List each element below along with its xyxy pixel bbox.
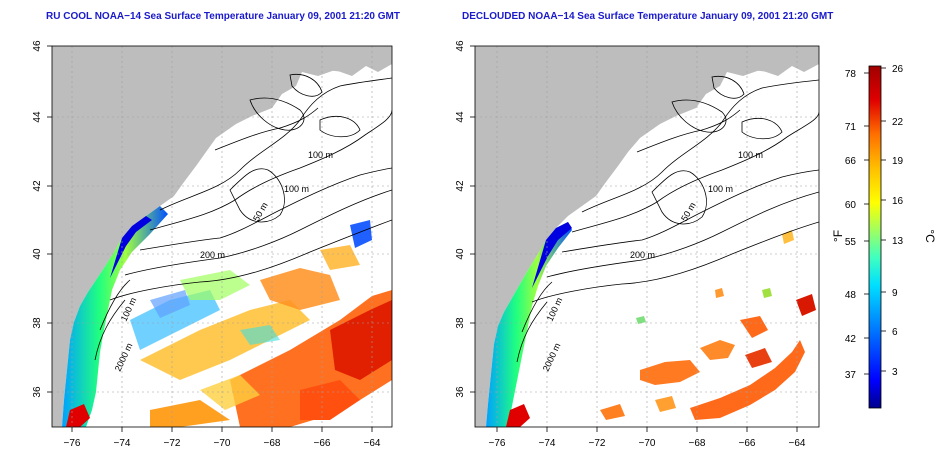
x-tick-label: −68 [689, 438, 706, 449]
contour-label: 200 m [200, 250, 225, 260]
y-tick-label: 42 [32, 180, 43, 192]
grid-lines [475, 46, 819, 427]
x-tick-label: −70 [214, 438, 231, 449]
fahrenheit-tick: 48 [845, 290, 857, 301]
coastal-sst [62, 206, 168, 427]
y-tick-label: 40 [32, 248, 43, 260]
celsius-unit-label: °C [923, 229, 937, 243]
fahrenheit-tick: 71 [845, 122, 857, 133]
contour-label: 200 m [630, 250, 655, 260]
island [742, 58, 780, 72]
y-tick-label: 44 [32, 111, 43, 123]
x-tick-label: −66 [314, 438, 331, 449]
grid-lines [52, 46, 392, 427]
x-tick-label: −64 [789, 438, 806, 449]
cloudy-sst-patches [130, 220, 392, 427]
fahrenheit-labels: 78 71 66 60 55 48 42 37 [845, 69, 857, 381]
x-tick-label: −72 [589, 438, 606, 449]
colorbar-ticks [864, 67, 886, 375]
fahrenheit-tick: 66 [845, 156, 857, 167]
coastal-sst-south [506, 404, 530, 427]
fahrenheit-tick: 42 [845, 334, 857, 345]
fahrenheit-unit-label: °F [831, 230, 845, 242]
contour-label: 100 m [738, 150, 763, 160]
y-tick-label: 40 [455, 248, 466, 260]
x-tick-label: −70 [639, 438, 656, 449]
x-tick-label: −68 [264, 438, 281, 449]
colorbar-scale [868, 65, 882, 409]
celsius-labels: 26 22 19 16 13 9 6 3 [892, 64, 904, 378]
contour-label: 100 m [708, 184, 733, 194]
y-axis-labels: 46 44 42 40 38 36 [32, 40, 43, 398]
y-tick-label: 44 [455, 111, 466, 123]
y-tick-label: 38 [32, 317, 43, 329]
fahrenheit-tick: 37 [845, 370, 857, 381]
x-tick-label: −74 [539, 438, 556, 449]
panel-right: 100 m 100 m 50 m 200 m 100 m 2000 m −76 … [455, 40, 820, 449]
x-tick-label: −74 [114, 438, 131, 449]
panel-left-title: RU COOL NOAA−14 Sea Surface Temperature … [46, 11, 400, 22]
y-tick-label: 36 [32, 386, 43, 398]
coastal-sst-edge [532, 222, 572, 288]
y-tick-label: 36 [455, 386, 466, 398]
celsius-tick: 22 [892, 117, 904, 128]
bathymetry-contours [516, 75, 819, 363]
x-tick-label: −76 [64, 438, 81, 449]
contour-label: 100 m [308, 150, 333, 160]
y-tick-label: 42 [455, 180, 466, 192]
coastal-sst [486, 222, 572, 427]
island [318, 58, 355, 72]
x-tick-label: −66 [739, 438, 756, 449]
celsius-tick: 13 [892, 236, 904, 247]
axis-ticks [470, 45, 798, 432]
x-axis-labels: −76 −74 −72 −70 −68 −66 −64 [64, 438, 381, 449]
y-tick-label: 46 [32, 40, 43, 52]
celsius-tick: 26 [892, 64, 904, 75]
axis-ticks [47, 45, 373, 432]
land-mass [475, 46, 819, 427]
fahrenheit-tick: 55 [845, 237, 857, 248]
celsius-tick: 6 [892, 327, 898, 338]
panel-right-title: DECLOUDED NOAA−14 Sea Surface Temperatur… [462, 11, 834, 22]
x-tick-label: −64 [364, 438, 381, 449]
colorbar: 78 71 66 60 55 48 42 37 26 22 19 16 13 9… [831, 64, 937, 409]
x-tick-label: −72 [164, 438, 181, 449]
x-tick-label: −76 [489, 438, 506, 449]
fahrenheit-tick: 60 [845, 200, 857, 211]
y-axis-labels: 46 44 42 40 38 36 [455, 40, 466, 398]
celsius-tick: 3 [892, 367, 898, 378]
panel-left: 100 m 100 m 50 m 200 m 100 m 2000 m −76 … [32, 40, 393, 449]
bathymetry-contours [94, 73, 392, 361]
celsius-tick: 16 [892, 196, 904, 207]
x-axis-labels: −76 −74 −72 −70 −68 −66 −64 [489, 438, 806, 449]
fahrenheit-tick: 78 [845, 69, 857, 80]
land-mass [52, 46, 392, 427]
contour-label: 100 m [284, 184, 309, 194]
coastal-sst-edge [110, 216, 152, 278]
y-tick-label: 38 [455, 317, 466, 329]
celsius-tick: 9 [892, 288, 898, 299]
y-tick-label: 46 [455, 40, 466, 52]
celsius-tick: 19 [892, 156, 904, 167]
